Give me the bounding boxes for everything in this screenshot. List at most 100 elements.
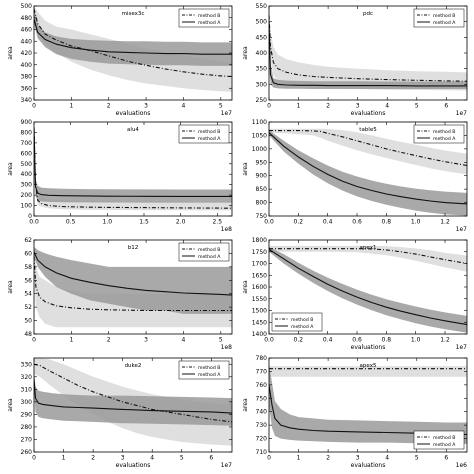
x-tick-label: 4 <box>385 103 389 110</box>
y-tick-label: 450 <box>256 34 268 41</box>
y-axis-label: area <box>242 398 249 412</box>
plot-title: alu4 <box>127 127 139 133</box>
y-tick-label: 500 <box>21 3 33 10</box>
y-tick-label: 48 <box>24 331 32 338</box>
plot-title: apex1 <box>360 245 377 251</box>
y-tick-label: 360 <box>21 85 33 92</box>
y-tick-label: 850 <box>256 186 268 193</box>
y-tick-label: 50 <box>24 318 32 325</box>
x-tick-label: 1 <box>297 103 301 110</box>
x-exponent: 1e8 <box>221 344 233 351</box>
band-method-B <box>269 245 467 272</box>
legend-label: method A <box>198 372 221 378</box>
x-tick-label: 0.8 <box>382 219 392 226</box>
x-tick-label: 0.5 <box>66 219 76 226</box>
y-tick-label: 720 <box>256 436 268 443</box>
y-tick-label: 200 <box>21 192 33 199</box>
plot-frame <box>33 121 233 217</box>
y-tick-label: 280 <box>21 424 33 431</box>
legend-label: method A <box>433 20 456 26</box>
y-tick-label: 400 <box>256 50 268 57</box>
legend-label: method B <box>433 129 455 135</box>
y-tick-label: 1050 <box>252 132 267 139</box>
x-tick-label: 0.0 <box>264 219 274 226</box>
y-tick-label: 56 <box>24 277 32 284</box>
y-tick-label: 780 <box>256 355 268 362</box>
y-tick-label: 58 <box>24 264 32 271</box>
y-tick-label: 710 <box>256 449 268 456</box>
plot-title: apex5 <box>360 363 377 369</box>
band-method-A <box>34 122 232 203</box>
y-tick-label: 900 <box>256 173 268 180</box>
x-tick-label: 0 <box>267 103 271 110</box>
y-tick-label: 1000 <box>252 146 267 153</box>
band-method-A <box>34 10 232 66</box>
x-tick-label: 6 <box>209 455 213 462</box>
y-tick-label: 1650 <box>252 272 267 279</box>
plot-frame <box>268 121 468 217</box>
y-tick-label: 750 <box>256 395 268 402</box>
y-tick-label: 480 <box>21 15 33 22</box>
panel-apex5: apex5 0 1 2 3 4 5 6 710 720 730 740 750 760 770 780 1e6 e… <box>242 355 468 469</box>
legend-label: method A <box>198 136 221 142</box>
x-tick-label: 1.0 <box>103 219 113 226</box>
plot-frame <box>33 357 233 453</box>
legend-label: method B <box>198 247 220 253</box>
y-axis-label: area <box>242 280 249 294</box>
plot-title: table5 <box>359 127 377 133</box>
x-exponent: 1e7 <box>221 110 233 117</box>
line-method-A <box>269 21 467 87</box>
x-tick-label: 1 <box>62 455 66 462</box>
y-tick-label: 950 <box>256 159 268 166</box>
y-tick-label: 310 <box>21 386 33 393</box>
legend-label: method B <box>198 129 220 135</box>
legend-label: method B <box>291 317 313 323</box>
x-axis-label: evaluations <box>116 462 151 469</box>
x-tick-label: 1 <box>297 455 301 462</box>
x-tick-label: 2 <box>326 103 330 110</box>
y-tick-label: 300 <box>21 182 33 189</box>
y-tick-label: 54 <box>24 291 32 298</box>
y-tick-label: 1450 <box>252 319 267 326</box>
y-tick-label: 770 <box>256 368 268 375</box>
line-method-B <box>269 130 467 167</box>
y-tick-label: 60 <box>24 250 32 257</box>
y-tick-label: 52 <box>24 304 32 311</box>
x-tick-label: 1.0 <box>411 219 421 226</box>
x-exponent: 1e7 <box>221 462 233 469</box>
y-tick-label: 1550 <box>252 296 267 303</box>
legend-label: method B <box>198 13 220 19</box>
x-tick-label: 0.4 <box>323 219 333 226</box>
panel-misex3c: misex3c 0 1 2 3 4 5 340 360 380 400 420 440 460 480 500… <box>7 3 233 117</box>
line-method-A <box>269 132 467 205</box>
plot-frame <box>268 357 468 453</box>
legend-label: method B <box>433 13 455 19</box>
y-tick-label: 380 <box>21 74 33 81</box>
y-tick-label: 100 <box>21 203 33 210</box>
line-method-B <box>34 127 232 209</box>
y-tick-label: 290 <box>21 411 33 418</box>
y-tick-label: 1500 <box>252 308 267 315</box>
x-exponent: 1e7 <box>456 226 468 233</box>
y-tick-label: 460 <box>21 27 33 34</box>
panel-pdc: pdc 0 1 2 3 4 5 6 250 300 350 400 450 500 550 1e7 evalua… <box>242 3 468 117</box>
panel-table5: table5 0.0 0.2 0.4 0.6 0.8 1.0 1.2 750 800 850 900 9… <box>242 119 468 233</box>
x-tick-label: 1 <box>69 103 73 110</box>
y-tick-label: 750 <box>256 213 268 220</box>
legend-label: method B <box>433 435 455 441</box>
x-tick-label: 2 <box>326 455 330 462</box>
x-tick-label: 2 <box>107 337 111 344</box>
line-method-B <box>34 8 232 78</box>
x-tick-label: 1.5 <box>139 219 149 226</box>
x-tick-label: 3 <box>144 103 148 110</box>
band-method-B <box>269 366 467 377</box>
x-tick-label: 6 <box>444 103 448 110</box>
y-tick-label: 340 <box>21 97 33 104</box>
x-tick-label: 5 <box>415 103 419 110</box>
